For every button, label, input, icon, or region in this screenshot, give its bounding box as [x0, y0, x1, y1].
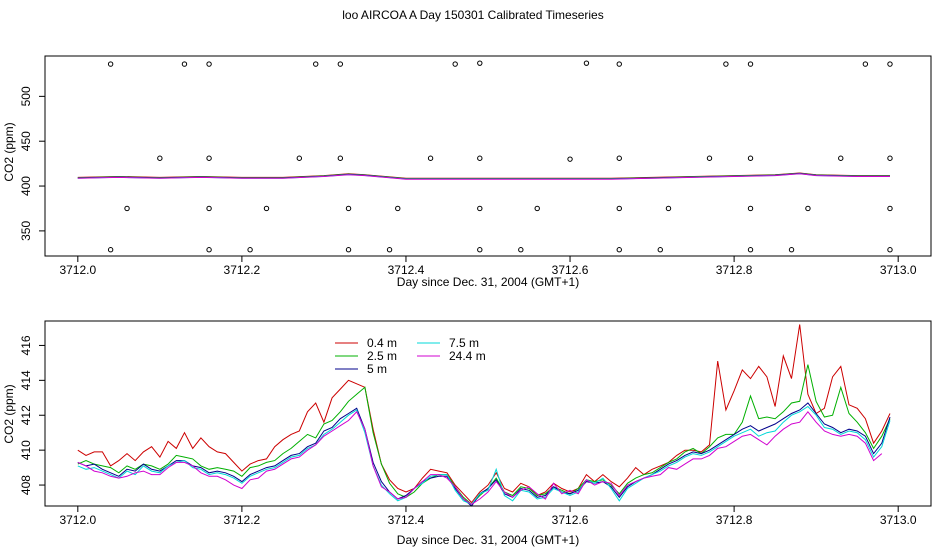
data-point — [534, 205, 540, 212]
data-point — [206, 205, 212, 212]
data-point — [477, 247, 483, 253]
y-tick-label: 414 — [19, 370, 33, 390]
y-tick-label: 350 — [19, 221, 33, 241]
bottom-y-axis-label: CO2 (ppm) — [2, 384, 16, 443]
data-point — [567, 156, 573, 162]
top-x-axis: 3712.0 3712.2 3712.4 3712.6 3712.8 3713.0 — [59, 255, 917, 277]
data-point — [477, 205, 483, 212]
data-point — [788, 247, 795, 253]
data-point — [616, 155, 622, 161]
bottom-plot-frame — [44, 320, 932, 507]
series-line-0-4-m — [77, 324, 891, 504]
data-point — [395, 205, 401, 212]
data-point — [247, 247, 253, 253]
data-point — [887, 61, 893, 67]
bottom-panel: 3712.0 3712.2 3712.4 3712.6 3712.8 3713.0 408… — [2, 320, 932, 547]
bottom-y-axis: 408 410 412 414 416 — [19, 335, 46, 495]
y-tick-label: 416 — [19, 335, 33, 355]
series-line-7-5-m — [77, 405, 891, 505]
data-point — [296, 155, 303, 161]
y-tick-label: 408 — [19, 475, 33, 495]
top-plot-frame — [44, 55, 932, 257]
data-point — [427, 155, 434, 161]
y-tick-label: 450 — [19, 131, 33, 151]
data-point — [452, 61, 458, 67]
data-point — [665, 205, 672, 212]
data-point — [386, 247, 393, 253]
x-tick-label: 3712.6 — [552, 513, 589, 527]
legend-label-7-5m: 7.5 m — [449, 336, 479, 350]
legend-label-2-5m: 2.5 m — [367, 349, 397, 363]
data-point — [337, 61, 344, 67]
x-tick-label: 3712.4 — [388, 263, 425, 277]
data-point — [583, 60, 590, 66]
top-plot-marks — [77, 60, 893, 253]
data-point — [887, 247, 893, 253]
x-tick-label: 3713.0 — [880, 513, 917, 527]
data-point — [838, 155, 844, 161]
series-line-5-m — [77, 402, 891, 507]
data-point — [747, 155, 754, 161]
series-line-24-4-m — [77, 410, 883, 505]
y-tick-label: 412 — [19, 405, 33, 425]
legend-label-5m: 5 m — [367, 362, 387, 376]
data-point — [181, 61, 188, 67]
data-point — [124, 205, 130, 212]
data-point — [657, 247, 663, 253]
data-point — [805, 205, 811, 212]
data-point — [477, 60, 483, 66]
data-point — [345, 247, 352, 253]
data-point — [747, 205, 754, 212]
bottom-x-axis: 3712.0 3712.2 3712.4 3712.6 3712.8 3713.0 — [59, 505, 917, 527]
data-point — [706, 155, 713, 161]
data-point — [723, 61, 729, 67]
x-tick-label: 3712.8 — [716, 263, 753, 277]
data-point — [616, 205, 622, 212]
legend-label-0-4m: 0.4 m — [367, 336, 397, 350]
data-point — [518, 247, 524, 253]
data-point — [345, 205, 352, 212]
data-point — [616, 61, 622, 67]
x-tick-label: 3712.4 — [388, 513, 425, 527]
y-tick-label: 410 — [19, 440, 33, 460]
x-tick-label: 3712.0 — [59, 263, 96, 277]
x-tick-label: 3712.0 — [59, 513, 96, 527]
y-tick-label: 400 — [19, 176, 33, 196]
data-point — [206, 155, 212, 161]
x-tick-label: 3712.6 — [552, 263, 589, 277]
data-point — [747, 61, 754, 67]
data-point — [107, 247, 114, 253]
top-panel: 3712.0 3712.2 3712.4 3712.6 3712.8 3713.0 350… — [2, 55, 932, 289]
bottom-plot-marks — [77, 324, 891, 507]
top-y-axis: 350 400 450 500 — [19, 86, 46, 241]
x-tick-label: 3713.0 — [880, 263, 917, 277]
data-point — [206, 61, 212, 67]
figure-title: loo AIRCOA A Day 150301 Calibrated Times… — [342, 8, 603, 22]
data-point — [313, 61, 319, 67]
series-line-2-5-m — [77, 364, 891, 505]
data-point — [887, 155, 893, 161]
x-tick-label: 3712.2 — [224, 263, 261, 277]
data-point — [616, 247, 622, 253]
top-y-axis-label: CO2 (ppm) — [2, 122, 16, 181]
legend-label-24-4m: 24.4 m — [449, 349, 486, 363]
data-point — [206, 247, 212, 253]
data-point — [862, 61, 869, 67]
x-tick-label: 3712.2 — [224, 513, 261, 527]
bottom-x-axis-label: Day since Dec. 31, 2004 (GMT+1) — [397, 533, 579, 547]
legend: 0.4 m 2.5 m 5 m 7.5 m 24.4 m — [335, 336, 486, 376]
top-x-axis-label: Day since Dec. 31, 2004 (GMT+1) — [397, 275, 579, 289]
top-trace-line — [77, 173, 890, 180]
data-point — [747, 247, 754, 253]
y-tick-label: 500 — [19, 86, 33, 106]
data-point — [107, 61, 114, 67]
data-point — [477, 155, 483, 161]
data-point — [157, 155, 163, 161]
data-point — [337, 155, 344, 161]
data-point — [263, 205, 270, 212]
data-point — [887, 205, 893, 212]
x-tick-label: 3712.8 — [716, 513, 753, 527]
